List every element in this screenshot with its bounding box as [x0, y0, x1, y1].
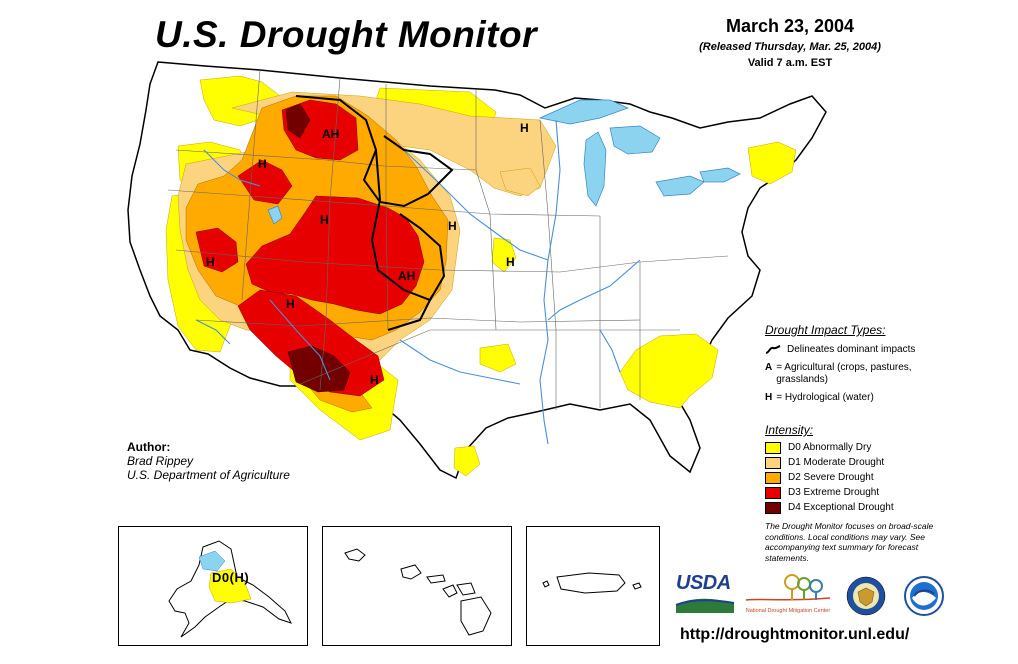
author-org: U.S. Department of Agriculture	[127, 468, 290, 482]
impact-dominant-text: Delineates dominant impacts	[787, 344, 916, 355]
legend-swatch	[765, 471, 781, 484]
hawaii-inset	[322, 526, 512, 646]
impact-ag-key: A	[765, 362, 773, 373]
legend-label: D1 Moderate Drought	[788, 457, 885, 468]
valid-time: Valid 7 a.m. EST	[747, 57, 833, 69]
impact-row-dominant: Delineates dominant impacts	[765, 344, 965, 356]
dominant-impact-lines	[295, 95, 454, 331]
state-boundaries	[167, 69, 729, 410]
legend-swatch	[765, 456, 781, 469]
impact-heading: Drought Impact Types:	[765, 323, 886, 337]
intensity-legend: Intensity: D0 Abnormally Dry D1 Moderate…	[765, 423, 965, 515]
ndmc-trees-icon	[745, 574, 831, 601]
noaa-seal-icon	[904, 576, 944, 616]
ndmc-logo-text: National Drought Mitigation Center	[745, 608, 831, 614]
impact-label: H	[320, 213, 329, 227]
alaska-inset	[118, 526, 308, 646]
release-date: (Released Thursday, Mar. 25, 2004)	[699, 41, 881, 53]
map-date: March 23, 2004	[725, 16, 855, 36]
legend-row-d0: D0 Abnormally Dry	[765, 440, 965, 455]
great-lakes	[267, 99, 741, 225]
dominant-line-icon	[765, 345, 781, 354]
legend-row-d3: D3 Extreme Drought	[765, 485, 965, 500]
author-heading: Author:	[127, 440, 171, 454]
legend-label: D4 Exceptional Drought	[788, 502, 894, 513]
impact-label: H	[206, 255, 215, 269]
date-block: March 23, 2004 (Released Thursday, Mar. …	[680, 16, 900, 69]
impact-types-legend: Drought Impact Types: Delineates dominan…	[765, 323, 965, 410]
legend-swatch	[765, 441, 781, 454]
ndmc-logo: National Drought Mitigation Center	[742, 572, 834, 618]
impact-label: H	[520, 121, 529, 135]
legend-label: D3 Extreme Drought	[788, 487, 880, 498]
alaska-drought-label: D0(H)	[212, 570, 250, 585]
hawaii-map	[344, 548, 492, 636]
impact-hyd-key: H	[765, 392, 773, 403]
puerto-rico-map	[542, 572, 642, 594]
impact-row-agricultural: A = Agricultural (crops, pastures, grass…	[765, 362, 965, 386]
legend-row-d2: D2 Severe Drought	[765, 470, 965, 485]
intensity-rows: D0 Abnormally Dry D1 Moderate Drought D2…	[765, 440, 965, 515]
impact-label: AH	[398, 269, 415, 283]
legend-label: D0 Abnormally Dry	[788, 442, 872, 453]
legend-row-d4: D4 Exceptional Drought	[765, 500, 965, 515]
puerto-rico-inset	[526, 526, 660, 646]
usda-logo: USDA	[675, 572, 735, 618]
intensity-heading: Intensity:	[765, 423, 814, 437]
alaska-map	[168, 540, 292, 638]
impact-label: H	[258, 157, 267, 171]
impact-row-hydrological: H = Hydrological (water)	[765, 392, 965, 404]
monitor-url[interactable]: http://droughtmonitor.unl.edu/	[680, 626, 910, 643]
impact-hyd-text: = Hydrological (water)	[776, 392, 874, 403]
impact-label: H	[370, 373, 379, 387]
legend-swatch	[765, 501, 781, 514]
drought-d4-areas	[285, 103, 351, 393]
legend-label: D2 Severe Drought	[788, 472, 874, 483]
map-title: U.S. Drought Monitor	[155, 14, 537, 55]
commerce-seal-icon	[846, 576, 886, 616]
usda-hills-icon	[675, 598, 735, 613]
impact-ag-text: = Agricultural (crops, pastures, grassla…	[776, 362, 912, 385]
impact-labels: AH H H H H H AH H H H	[206, 121, 529, 387]
impact-label: AH	[322, 127, 339, 141]
author-name: Brad Rippey	[127, 454, 194, 468]
disclaimer-note: The Drought Monitor focuses on broad-sca…	[765, 521, 934, 563]
legend-row-d1: D1 Moderate Drought	[765, 455, 965, 470]
usda-logo-text: USDA	[676, 572, 731, 594]
rivers	[195, 119, 641, 445]
impact-label: H	[506, 255, 515, 269]
author-block: Author: Brad Rippey U.S. Department of A…	[127, 440, 290, 482]
impact-label: H	[448, 219, 457, 233]
legend-swatch	[765, 486, 781, 499]
impact-label: H	[286, 297, 295, 311]
